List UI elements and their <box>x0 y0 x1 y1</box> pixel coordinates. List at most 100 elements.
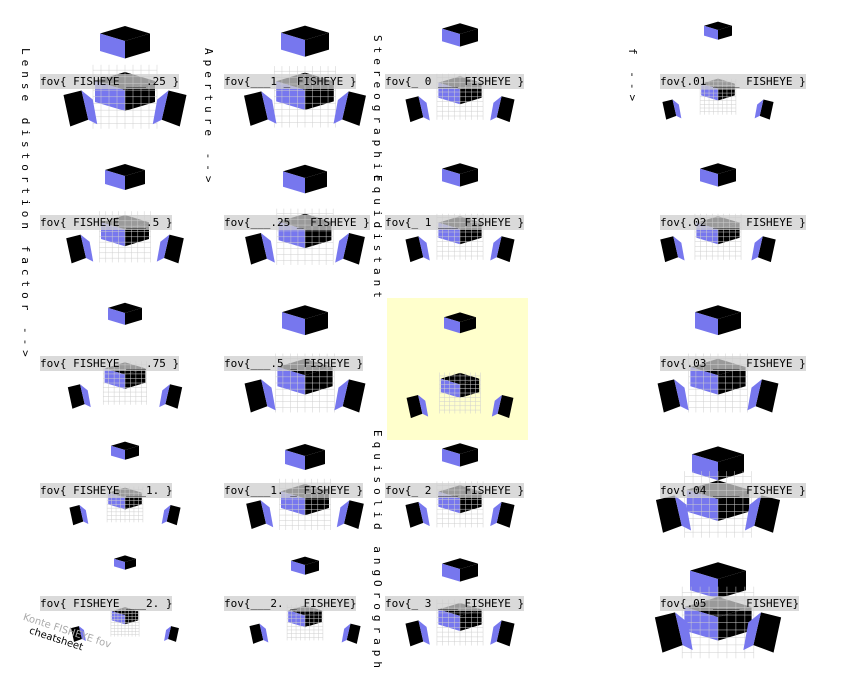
top-cube-left <box>442 168 460 187</box>
tile-label-f-5: fov{.05 ____ FISHEYE} <box>660 596 800 611</box>
left-cube-dark <box>655 495 682 533</box>
top-cube-left <box>100 33 125 59</box>
left-cube-dark <box>405 236 424 263</box>
left-cube-light <box>672 99 682 119</box>
left-cube-light <box>81 90 98 125</box>
top-cube-left <box>105 170 125 190</box>
left-cube-light <box>259 623 269 643</box>
right-cube-dark <box>166 505 181 526</box>
tile-label-distortion-5: fov{ FISHEYE ___2. } <box>40 596 173 611</box>
right-cube-light <box>335 232 350 263</box>
center-cube-left <box>438 609 460 632</box>
right-cube-dark <box>759 99 774 120</box>
right-cube-dark <box>754 495 781 533</box>
top-cube-right <box>718 25 732 40</box>
center-cube-left <box>684 607 718 641</box>
tile-label-distortion-3: fov{ FISHEYE ___.75 } <box>40 356 180 371</box>
aperture-axis-label: Aperture --> <box>202 48 215 188</box>
tile-label-mapping-1: fov{_ 0 ___ FISHEYE } <box>385 74 525 89</box>
top-cube-top <box>114 555 136 562</box>
right-cube-light <box>754 99 764 119</box>
left-cube-dark <box>249 623 264 644</box>
fisheye-tile-mapping-3 <box>406 312 514 419</box>
top-cube-left <box>704 25 718 40</box>
left-cube-light <box>418 395 429 417</box>
left-cube-light <box>260 232 275 263</box>
left-cube-light <box>261 379 276 411</box>
right-cube-dark <box>164 234 184 264</box>
top-cube-left <box>285 450 305 470</box>
top-cube-top <box>283 164 327 178</box>
right-cube-dark <box>496 96 515 123</box>
top-cube-left <box>442 563 460 582</box>
tile-label-f-2: fov{.02 ____ FISHEYE } <box>660 215 806 230</box>
top-cube-right <box>718 570 746 599</box>
right-cube-light <box>161 505 171 524</box>
top-cube-left <box>283 171 305 194</box>
left-cube-dark <box>405 501 424 528</box>
right-cube-dark <box>342 379 366 413</box>
top-cube-left <box>111 445 125 460</box>
left-cube-light <box>674 495 692 531</box>
center-cube-right <box>460 609 482 632</box>
top-cube-top <box>704 21 732 30</box>
right-cube-light <box>159 384 170 408</box>
right-cube-light <box>490 501 502 527</box>
tile-label-f-4: fov{.04 ____ FISHEYE } <box>660 483 806 498</box>
center-cube-right <box>305 366 333 395</box>
top-cube-right <box>125 33 150 59</box>
left-cube-dark <box>405 620 424 647</box>
top-cube-top <box>442 23 478 34</box>
tile-label-aperture-5: fov{___2. _ FISHEYE} <box>224 596 357 611</box>
top-cube-left <box>281 32 305 57</box>
right-cube-light <box>490 620 502 645</box>
right-cube-light <box>744 495 762 531</box>
top-cube-right <box>305 32 329 57</box>
top-cube-right <box>305 171 327 194</box>
orthographic-label: Orograph <box>371 580 384 673</box>
tile-label-aperture-1: fov{___1 _ FISHEYE } <box>224 74 357 89</box>
left-cube-dark <box>405 96 424 123</box>
right-cube-dark <box>753 612 782 653</box>
tile-label-f-3: fov{.03 ____ FISHEYE } <box>660 356 806 371</box>
top-cube-right <box>718 168 736 187</box>
right-cube-light <box>156 234 170 262</box>
left-cube-light <box>673 236 685 261</box>
equidistant-label: Equidistant <box>371 175 384 303</box>
right-cube-light <box>751 236 763 261</box>
right-cube-dark <box>343 232 365 265</box>
left-cube-dark <box>654 612 683 653</box>
top-cube-right <box>460 317 476 334</box>
top-cube-right <box>460 28 478 47</box>
left-cube-light <box>78 626 86 641</box>
right-cube-dark <box>496 236 515 263</box>
top-cube-top <box>442 443 478 454</box>
right-cube-dark <box>755 379 779 413</box>
top-cube-top <box>111 441 139 450</box>
right-cube-dark <box>757 236 776 263</box>
left-cube-dark <box>245 232 267 265</box>
left-cube-dark <box>63 90 89 127</box>
right-cube-light <box>743 612 761 651</box>
stereographic-label: Stereographic <box>371 35 384 187</box>
tile-label-distortion-1: fov{ FISHEYE ___.25 } <box>40 74 180 89</box>
fisheye-tile-distortion-2 <box>66 164 184 264</box>
right-cube-light <box>490 236 502 261</box>
left-cube-dark <box>406 395 423 419</box>
center-grid <box>684 471 752 538</box>
right-cube-light <box>491 395 502 417</box>
tile-label-distortion-2: fov{ FISHEYE ___.5 } <box>40 215 173 230</box>
distortion-axis-label: Lense distortion factor --> <box>19 48 32 362</box>
tile-label-f-1: fov{.01 ____ FISHEYE } <box>660 74 806 89</box>
left-cube-light <box>418 501 430 527</box>
top-cube-right <box>460 168 478 187</box>
right-cube-dark <box>496 620 515 647</box>
left-cube-light <box>80 384 91 408</box>
tile-label-aperture-2: fov{___.25 _ FISHEYE } <box>224 215 370 230</box>
top-cube-top <box>690 562 746 579</box>
left-cube-dark <box>657 379 681 413</box>
left-cube-light <box>79 505 89 524</box>
right-cube-light <box>334 379 349 411</box>
top-cube-left <box>442 448 460 467</box>
left-cube-dark <box>69 505 84 526</box>
